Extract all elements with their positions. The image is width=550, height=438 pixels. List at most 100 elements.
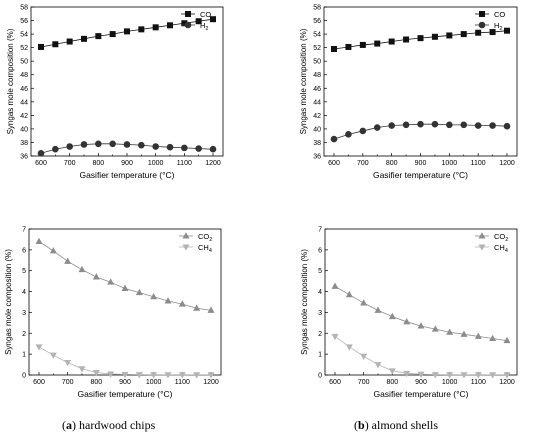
chart-4: 0 1 2 3 4 5 6 7 600 700 800 900 1000 1100 1200 Gasifier…: [300, 227, 518, 399]
x-tick-label: 1200: [499, 379, 515, 386]
y-tick-label: 5: [318, 268, 322, 275]
data-point: [402, 121, 410, 129]
data-point: [121, 284, 129, 291]
data-point: [135, 288, 143, 296]
legend-marker: [478, 232, 486, 239]
data-point: [417, 120, 424, 128]
y-tick-label: 5: [22, 268, 26, 275]
y-tick-label: 42: [313, 113, 321, 120]
data-point: [107, 371, 115, 378]
y-tick-label: 42: [20, 113, 28, 120]
y-tick-label: 1: [22, 352, 26, 359]
y-tick-label: 1: [318, 352, 322, 359]
series-line: [38, 241, 212, 311]
data-point: [95, 33, 102, 40]
x-tick-label: 600: [35, 160, 47, 167]
y-tick-label: 6: [22, 247, 26, 254]
data-point: [37, 149, 45, 157]
y-tick-label: 7: [22, 227, 26, 234]
data-point: [109, 140, 116, 148]
data-point: [209, 145, 217, 153]
y-axis-label: Syngas mole composition (%): [6, 28, 15, 134]
caption-b-letter: b: [358, 418, 365, 432]
y-tick-label: 52: [313, 45, 321, 52]
data-point: [181, 20, 188, 27]
x-tick-label: 900: [415, 379, 427, 386]
legend-label: H2: [494, 21, 502, 32]
chart-1: 36 38 40 42 44 46 48 50 52 54 56 58 600 700 800 900 1000…: [6, 5, 224, 180]
y-tick-label: 40: [20, 126, 28, 133]
data-point: [446, 32, 453, 39]
y-tick-label: 58: [20, 5, 28, 12]
x-axis-label: Gasifier temperature (°C): [79, 170, 174, 180]
legend: CO H2: [475, 10, 505, 32]
y-tick-label: 2: [318, 331, 322, 338]
y-tick-label: 50: [313, 59, 321, 66]
data-point: [150, 372, 158, 379]
x-tick-label: 700: [357, 160, 369, 167]
y-axis-label: Syngas mole composition (%): [300, 249, 309, 355]
x-tick-label: 1200: [203, 379, 219, 386]
data-point: [178, 372, 186, 379]
data-point: [474, 332, 482, 339]
data-point: [66, 38, 73, 45]
data-point: [78, 265, 86, 273]
data-point: [359, 41, 366, 48]
data-point: [331, 333, 339, 341]
legend-label: CH4: [198, 243, 212, 254]
x-tick-label: 900: [119, 379, 131, 386]
data-point: [95, 140, 102, 148]
y-tick-label: 4: [318, 289, 322, 296]
y-tick-label: 44: [20, 99, 28, 106]
data-point: [388, 122, 395, 129]
y-tick-label: 54: [20, 32, 28, 39]
data-point: [38, 43, 44, 50]
x-tick-label: 700: [64, 160, 76, 167]
y-tick-label: 3: [318, 310, 322, 317]
x-tick-label: 800: [386, 379, 398, 386]
data-point: [109, 31, 116, 38]
data-point: [80, 141, 88, 148]
data-point: [92, 369, 100, 377]
data-point: [374, 40, 381, 47]
data-point: [138, 141, 145, 149]
x-tick-label: 1000: [146, 379, 162, 386]
y-tick-label: 38: [20, 140, 28, 147]
data-point: [489, 334, 497, 341]
data-point: [193, 304, 201, 311]
data-point: [138, 26, 145, 33]
x-tick-label: 1000: [442, 160, 458, 167]
data-point: [446, 372, 454, 379]
x-tick-label: 800: [92, 160, 104, 167]
x-tick-label: 600: [329, 379, 341, 386]
data-point: [35, 344, 43, 351]
y-tick-label: 7: [318, 227, 322, 234]
y-axis-label: Syngas mole composition (%): [299, 28, 308, 134]
x-tick-label: 1100: [177, 160, 192, 167]
y-tick-label: 2: [22, 331, 26, 338]
data-point: [123, 141, 131, 148]
data-point: [66, 143, 73, 150]
x-tick-label: 1100: [471, 160, 486, 167]
series-co: [331, 27, 510, 52]
data-point: [431, 372, 439, 379]
data-point: [207, 372, 215, 379]
data-point: [52, 145, 59, 153]
y-tick-label: 6: [318, 247, 322, 254]
data-point: [107, 278, 115, 285]
data-point: [124, 28, 130, 35]
data-point: [181, 144, 188, 152]
data-point: [359, 127, 367, 135]
y-tick-label: 52: [20, 45, 28, 52]
x-axis-label: Gasifier temperature (°C): [77, 389, 172, 399]
data-point: [345, 290, 353, 298]
x-tick-label: 1000: [148, 160, 164, 167]
caption-b: (b) almond shells: [354, 418, 439, 432]
data-point: [195, 18, 202, 25]
caption-a: (a) hardwood chips: [62, 418, 156, 432]
series-co: [38, 16, 216, 50]
legend-marker: [479, 11, 485, 17]
data-point: [446, 328, 454, 335]
